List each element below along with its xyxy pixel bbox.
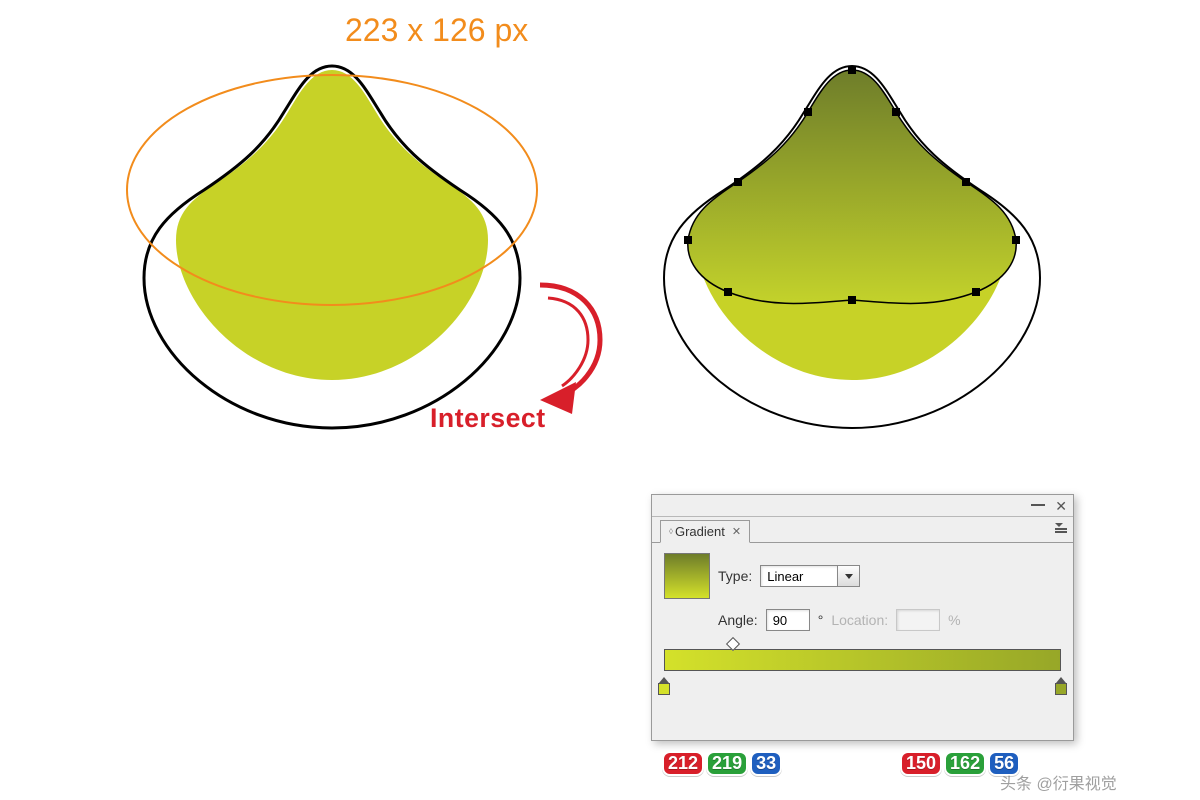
angle-input[interactable]: 90 bbox=[766, 609, 810, 631]
type-dropdown[interactable]: Linear bbox=[760, 565, 860, 587]
gradient-swatch[interactable] bbox=[664, 553, 710, 599]
degree-symbol: ° bbox=[818, 612, 824, 628]
tab-label: Gradient bbox=[675, 524, 725, 539]
operation-label: Intersect bbox=[430, 403, 546, 434]
chevron-down-icon[interactable] bbox=[838, 565, 860, 587]
rgb-g-chip: 162 bbox=[944, 751, 986, 776]
gradient-stop-left[interactable] bbox=[657, 677, 671, 695]
watermark-text: 头条 @衍果视觉 bbox=[1000, 770, 1117, 794]
panel-tabrow: ◊ Gradient ✕ bbox=[652, 517, 1073, 543]
minimize-icon[interactable] bbox=[1031, 504, 1045, 506]
location-label: Location: bbox=[831, 612, 888, 628]
rgb-g-chip: 219 bbox=[706, 751, 748, 776]
dimension-label: 223 x 126 px bbox=[345, 12, 528, 49]
gradient-stop-right[interactable] bbox=[1054, 677, 1068, 695]
left-figure bbox=[127, 66, 537, 428]
gradient-track[interactable] bbox=[664, 649, 1061, 671]
location-input bbox=[896, 609, 940, 631]
right-figure bbox=[664, 66, 1040, 428]
panel-titlebar[interactable]: ✕ bbox=[652, 495, 1073, 517]
gradient-panel[interactable]: ✕ ◊ Gradient ✕ Type: Linear Angle: 90 ° … bbox=[651, 494, 1074, 741]
close-icon[interactable]: ✕ bbox=[1055, 499, 1067, 513]
panel-body: Type: Linear Angle: 90 ° Location: % bbox=[652, 543, 1073, 707]
rgb-b-chip: 33 bbox=[750, 751, 782, 776]
rgb-r-chip: 212 bbox=[662, 751, 704, 776]
type-value: Linear bbox=[760, 565, 838, 587]
type-label: Type: bbox=[718, 568, 752, 584]
rgb-r-chip: 150 bbox=[900, 751, 942, 776]
tab-gradient[interactable]: ◊ Gradient ✕ bbox=[660, 520, 750, 543]
tab-grip-icon: ◊ bbox=[669, 527, 671, 536]
left-cupcake-fill bbox=[176, 70, 488, 380]
right-intersect-shape[interactable] bbox=[688, 70, 1016, 304]
gradient-ramp[interactable] bbox=[664, 649, 1061, 695]
percent-symbol: % bbox=[948, 612, 960, 628]
angle-label: Angle: bbox=[718, 612, 758, 628]
tab-close-icon[interactable]: ✕ bbox=[732, 525, 741, 538]
panel-flyout-menu-icon[interactable] bbox=[1053, 521, 1069, 535]
intersect-arrow bbox=[540, 285, 600, 414]
rgb-values-left: 212 219 33 bbox=[662, 751, 782, 776]
